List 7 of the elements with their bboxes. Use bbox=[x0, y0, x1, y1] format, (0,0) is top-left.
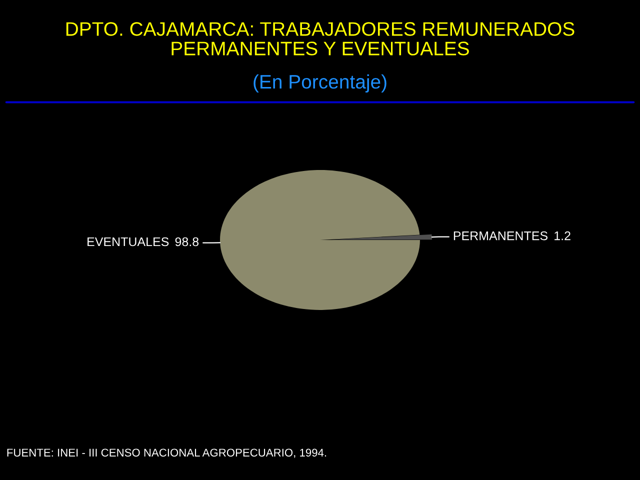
chart-subtitle: (En Porcentaje) bbox=[254, 74, 386, 93]
chart-title: DPTO. CAJAMARCA: TRABAJADORES REMUNERADOS PERMANENTES Y EVENTUALES bbox=[66, 22, 574, 56]
data-label: 98.8 bbox=[175, 237, 199, 246]
slice-label: PERMANENTES bbox=[454, 231, 548, 240]
source-note: FUENTE: INEI - III CENSO NACIONAL AGROPECUARIO, 1994. bbox=[7, 448, 326, 458]
data-label: 1.2 bbox=[554, 231, 570, 240]
slice-label: EVENTUALES bbox=[88, 237, 169, 246]
